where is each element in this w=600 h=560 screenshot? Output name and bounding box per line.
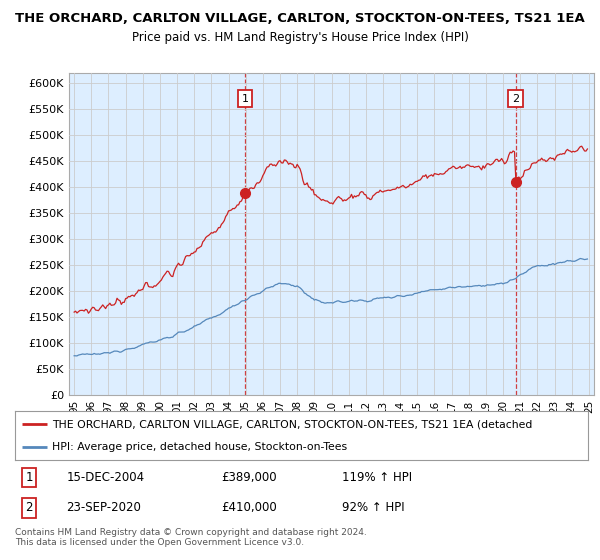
Text: Contains HM Land Registry data © Crown copyright and database right 2024.
This d: Contains HM Land Registry data © Crown c… <box>15 528 367 547</box>
Text: £389,000: £389,000 <box>221 471 277 484</box>
Text: 23-SEP-2020: 23-SEP-2020 <box>67 501 142 515</box>
Text: Price paid vs. HM Land Registry's House Price Index (HPI): Price paid vs. HM Land Registry's House … <box>131 31 469 44</box>
Text: 2: 2 <box>26 501 33 515</box>
Text: £410,000: £410,000 <box>221 501 277 515</box>
Text: HPI: Average price, detached house, Stockton-on-Tees: HPI: Average price, detached house, Stoc… <box>52 442 347 452</box>
Text: THE ORCHARD, CARLTON VILLAGE, CARLTON, STOCKTON-ON-TEES, TS21 1EA (detached: THE ORCHARD, CARLTON VILLAGE, CARLTON, S… <box>52 419 533 430</box>
Text: 1: 1 <box>26 471 33 484</box>
Text: 119% ↑ HPI: 119% ↑ HPI <box>341 471 412 484</box>
Text: 2: 2 <box>512 94 519 104</box>
Text: 15-DEC-2004: 15-DEC-2004 <box>67 471 145 484</box>
Text: 1: 1 <box>242 94 248 104</box>
Text: 92% ↑ HPI: 92% ↑ HPI <box>341 501 404 515</box>
Text: THE ORCHARD, CARLTON VILLAGE, CARLTON, STOCKTON-ON-TEES, TS21 1EA: THE ORCHARD, CARLTON VILLAGE, CARLTON, S… <box>15 12 585 25</box>
